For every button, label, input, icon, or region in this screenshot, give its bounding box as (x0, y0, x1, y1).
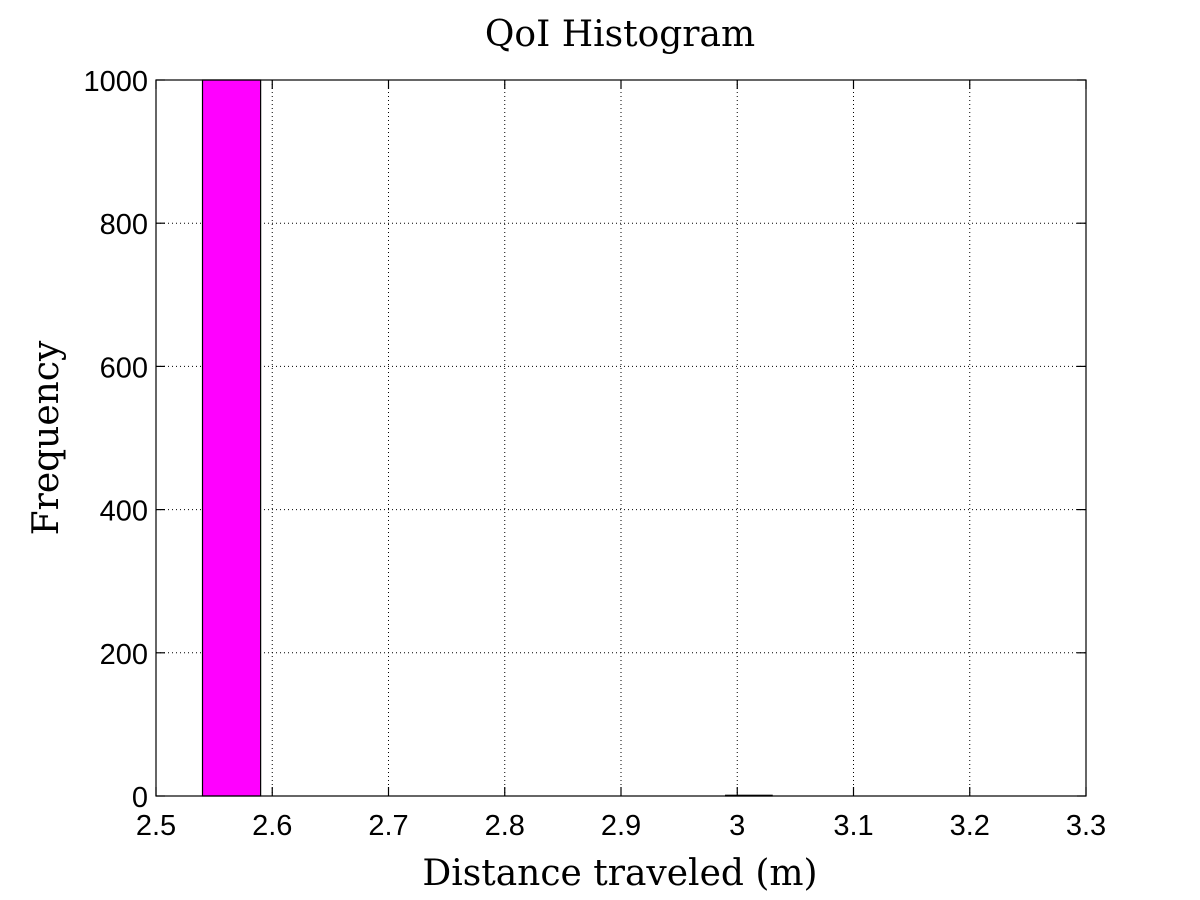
y-tick-label: 800 (100, 209, 148, 241)
y-tick-label: 600 (100, 352, 148, 384)
y-tick-label: 1000 (83, 66, 148, 98)
x-tick-label: 3.3 (1066, 810, 1106, 842)
x-tick-label: 2.5 (136, 810, 176, 842)
histogram-bars (201, 79, 773, 797)
x-axis-label: Distance traveled (m) (422, 853, 817, 894)
axis-ticks (155, 79, 1087, 797)
y-axis-label: Frequency (26, 340, 67, 535)
x-tick-labels: 2.5 2.6 2.7 2.8 2.9 3 3.1 3.2 3.3 (136, 810, 1106, 842)
x-tick-label: 2.6 (252, 810, 292, 842)
chart-title: QoI Histogram (485, 14, 755, 55)
x-tick-label: 3.2 (950, 810, 990, 842)
x-tick-label: 2.9 (601, 810, 641, 842)
y-tick-label: 200 (100, 639, 148, 671)
y-tick-labels: 0 200 400 600 800 1000 (83, 66, 148, 814)
grid-lines (156, 80, 1086, 796)
x-tick-label: 2.7 (368, 810, 408, 842)
x-tick-label: 3.1 (833, 810, 873, 842)
y-tick-label: 400 (100, 496, 148, 528)
histogram-bar (201, 79, 262, 797)
y-tick-label: 0 (132, 782, 148, 814)
x-tick-label: 2.8 (485, 810, 525, 842)
x-tick-label: 3 (729, 810, 745, 842)
